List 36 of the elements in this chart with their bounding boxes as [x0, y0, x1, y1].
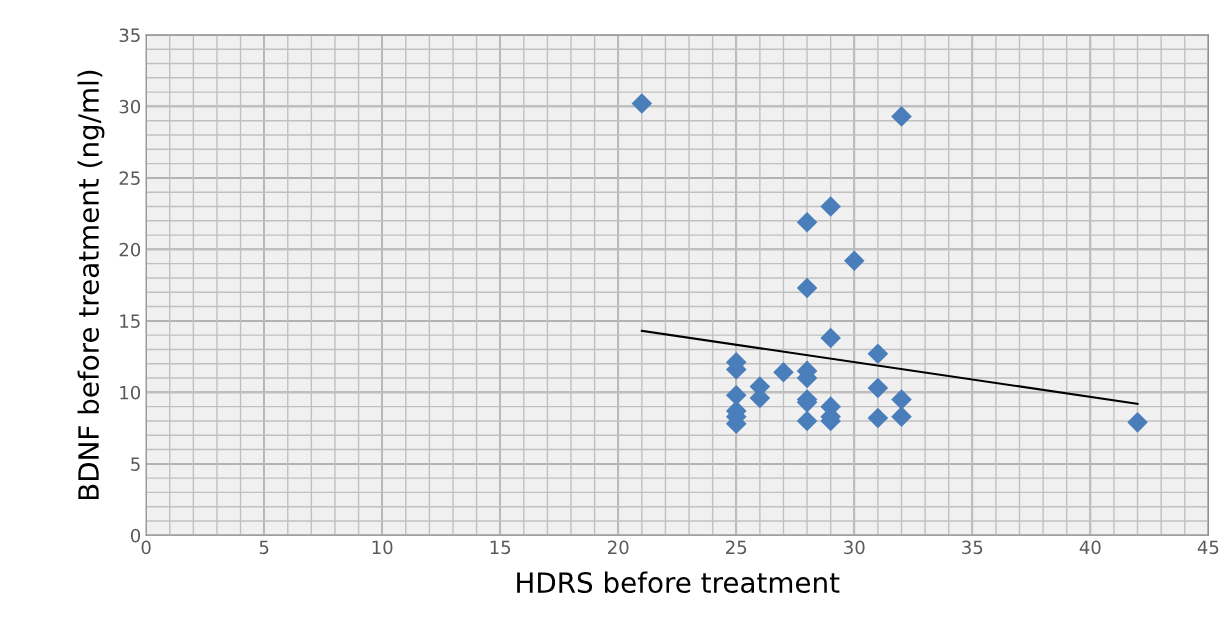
- x-tick-label: 45: [1197, 540, 1219, 555]
- y-tick-label: 0: [130, 528, 141, 543]
- x-tick-label: 40: [1079, 540, 1101, 555]
- y-tick-label: 10: [120, 385, 141, 400]
- point: [796, 277, 818, 299]
- point: [1127, 412, 1148, 433]
- y-tick-label: 30: [119, 99, 141, 114]
- point: [891, 389, 912, 410]
- y-tick-label: 15: [120, 314, 140, 328]
- x-tick-label: 15: [490, 540, 511, 555]
- x-tick-label: 0: [141, 540, 151, 555]
- point: [867, 343, 889, 365]
- y-tick-label: 20: [119, 242, 141, 257]
- point: [725, 384, 747, 406]
- x-tick-label: 35: [962, 540, 983, 555]
- point: [796, 211, 818, 233]
- point: [773, 362, 794, 383]
- x-tick-label: 25: [726, 540, 747, 555]
- x-tick-label: 10: [372, 540, 393, 555]
- point: [843, 250, 865, 272]
- point: [867, 407, 889, 429]
- point: [891, 106, 912, 127]
- point: [820, 327, 841, 349]
- x-tick-label: 20: [608, 540, 629, 555]
- x-tick-label: 5: [259, 540, 269, 555]
- y-tick-label: 5: [131, 457, 140, 471]
- y-tick-label: 25: [119, 171, 140, 186]
- y-tick-label: 35: [119, 28, 140, 43]
- point: [631, 93, 653, 114]
- point: [796, 410, 818, 432]
- point: [820, 196, 841, 217]
- y-axis-title: BDNF before treatment (ng/ml): [77, 70, 105, 500]
- x-axis-title: HDRS before treatment: [517, 571, 840, 594]
- point: [891, 406, 912, 427]
- x-tick-label: 30: [844, 540, 865, 555]
- point: [867, 377, 889, 399]
